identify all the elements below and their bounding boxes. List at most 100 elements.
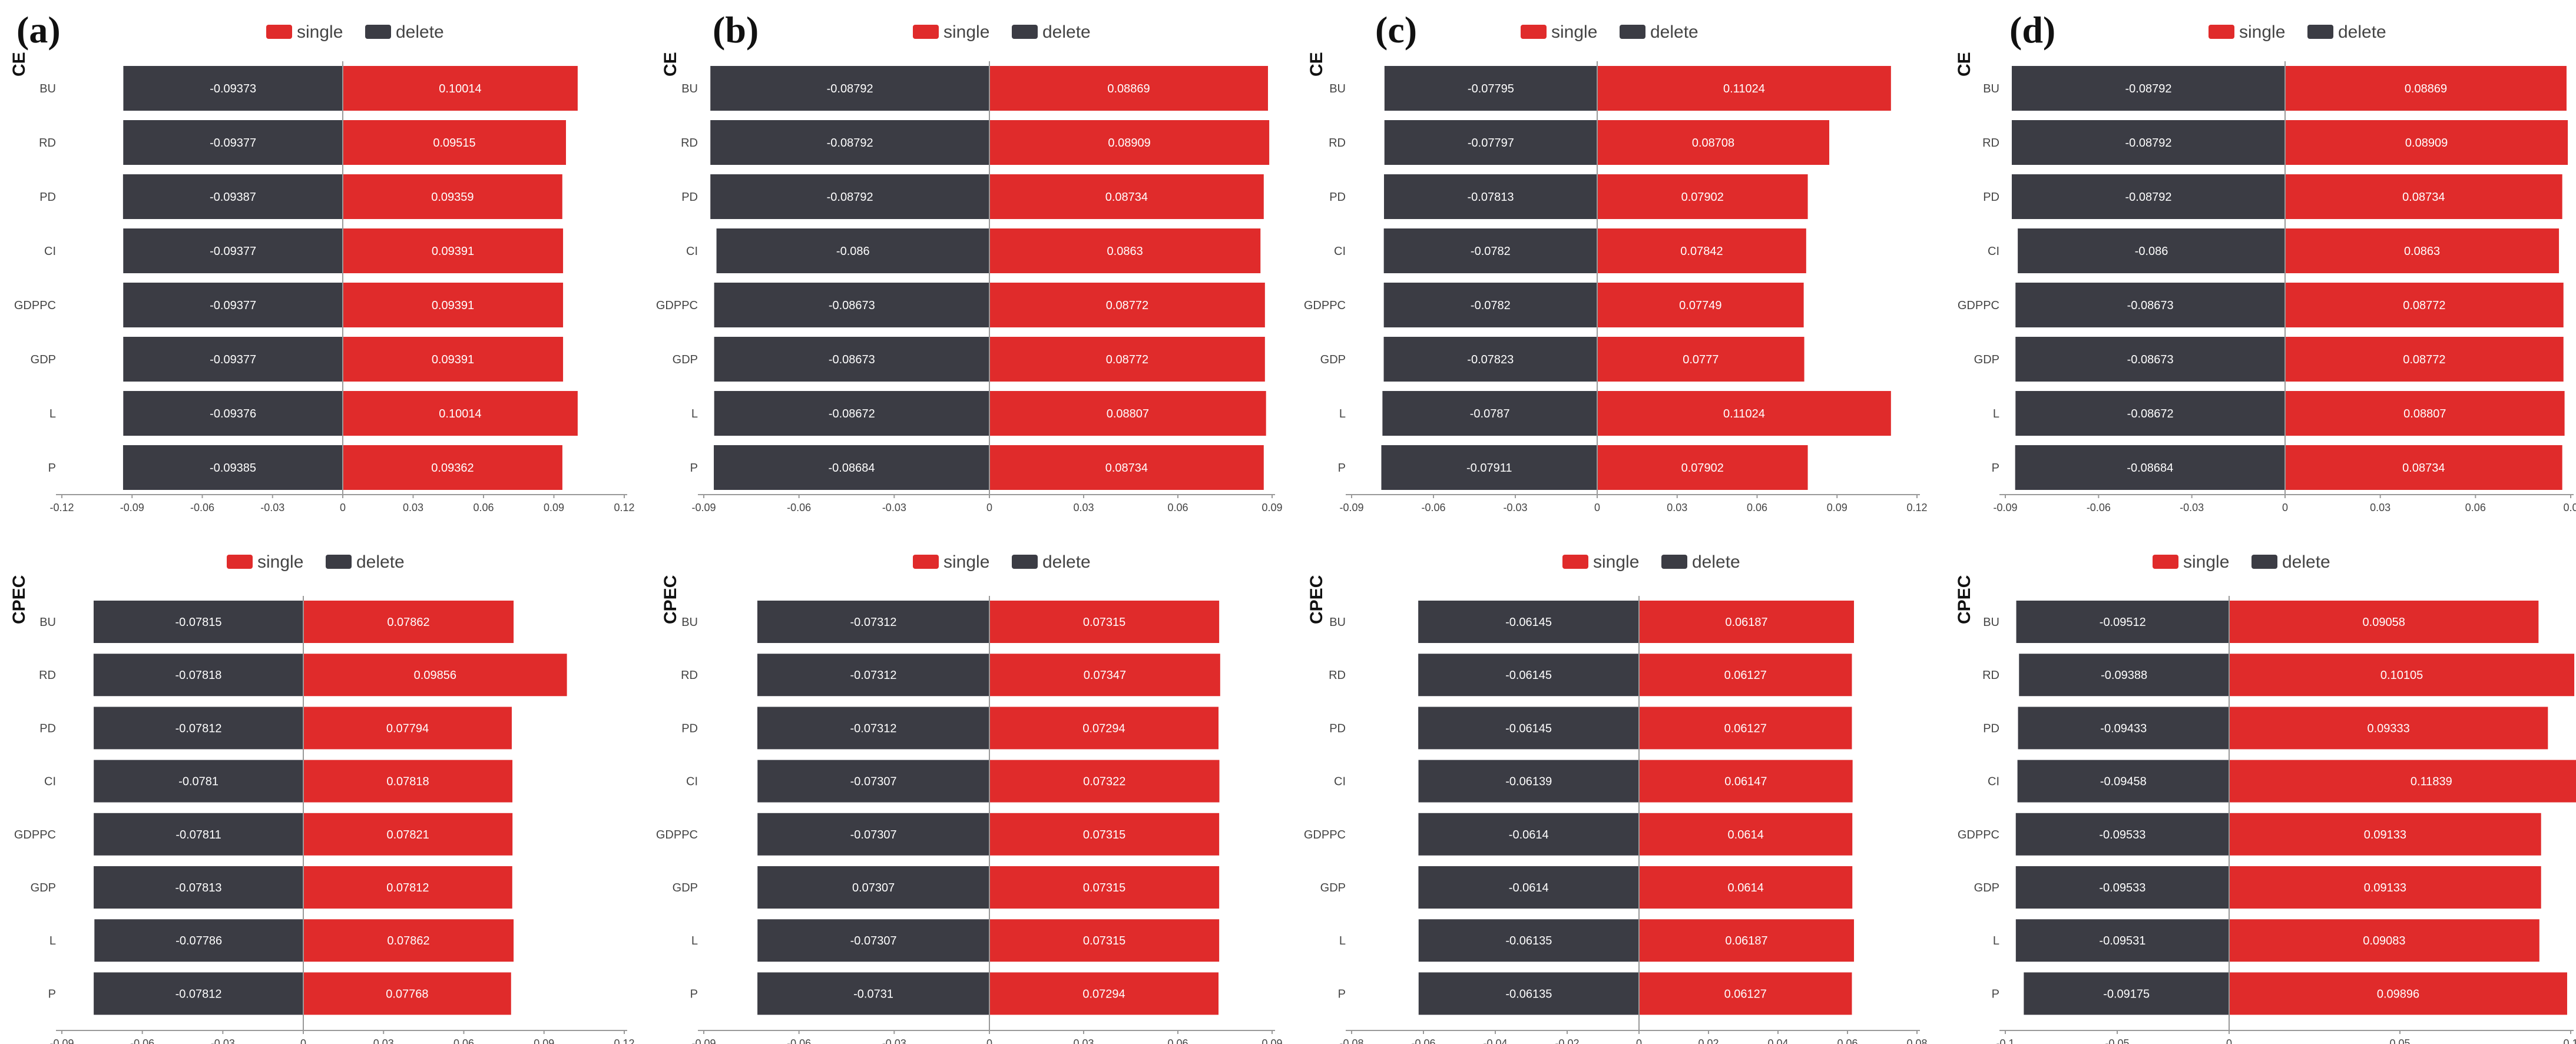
bar-label-delete: -0.07818 — [175, 669, 221, 682]
bar-delete — [714, 283, 989, 327]
bar-label-single: 0.07294 — [1082, 987, 1125, 1000]
x-tick-label: -0.04 — [1483, 1038, 1507, 1044]
legend-swatch-delete — [1620, 25, 1645, 39]
bar-single — [989, 445, 1264, 490]
bar-delete — [2015, 337, 2285, 382]
bar-delete — [94, 866, 303, 909]
bar-delete — [1382, 391, 1597, 436]
x-tick-label: -0.06 — [787, 1038, 811, 1044]
x-tick-label: 0 — [2226, 1038, 2232, 1044]
bar-label-single: 0.07794 — [386, 722, 429, 735]
bar-label-single: 0.07818 — [386, 775, 429, 788]
bar-label-delete: -0.08684 — [829, 462, 875, 475]
bar-label-delete: -0.09387 — [210, 191, 256, 204]
x-tick-label: -0.09 — [49, 1038, 74, 1044]
bar-label-delete: -0.09385 — [210, 462, 256, 475]
legend-label-delete: delete — [2338, 22, 2386, 42]
chart-title: CE — [9, 52, 29, 77]
row-label: P — [1338, 987, 1346, 1000]
bar-label-single: 0.08734 — [1105, 462, 1148, 475]
legend-label-delete: delete — [1650, 22, 1698, 42]
bar-single — [1597, 228, 1806, 273]
bar-label-delete: -0.0731 — [853, 987, 893, 1000]
bar-delete — [757, 972, 989, 1015]
legend-label-delete: delete — [2282, 552, 2330, 572]
bar-single — [1597, 174, 1808, 219]
row-label: GDPPC — [1958, 299, 1999, 312]
x-tick-label: -0.09 — [120, 502, 144, 513]
bar-label-single: 0.09515 — [433, 137, 475, 150]
row-label: L — [1993, 407, 1999, 420]
bar-delete — [714, 391, 989, 436]
legend-label-single: single — [1551, 22, 1597, 42]
chart-panel-3: (c) CE single delete BU -0.07795 0.11024 RD -0.0… — [1304, 9, 1928, 513]
legend-swatch-single — [913, 25, 939, 39]
row-label: GDP — [673, 881, 698, 894]
bar-single — [303, 601, 514, 643]
bar-delete — [1381, 445, 1597, 490]
bar-label-single: 0.09058 — [2363, 616, 2405, 629]
chart-title: CPEC — [661, 575, 680, 624]
row-label: PD — [1329, 191, 1346, 204]
x-tick-label: 0.03 — [373, 1038, 394, 1044]
bar-single — [989, 66, 1269, 111]
row-label: CI — [686, 775, 698, 788]
row-label: PD — [681, 722, 698, 735]
bar-single — [2285, 228, 2560, 273]
x-tick-label: -0.06 — [787, 502, 811, 513]
row-label: PD — [39, 191, 56, 204]
row-label: BU — [681, 82, 698, 95]
legend-swatch-delete — [2251, 555, 2277, 569]
row-label: BU — [39, 82, 56, 95]
x-tick-label: 0 — [340, 502, 346, 513]
bar-label-single: 0.0777 — [1683, 353, 1719, 366]
bar-delete — [1418, 760, 1639, 803]
bar-delete — [710, 66, 989, 111]
row-label: RD — [39, 669, 56, 682]
x-tick-label: -0.02 — [1555, 1038, 1579, 1044]
row-label: L — [1339, 934, 1346, 947]
bar-label-single: 0.10105 — [2380, 669, 2423, 682]
panel-label: (a) — [16, 9, 61, 51]
legend-swatch-single — [227, 555, 253, 569]
row-label: RD — [681, 669, 698, 682]
bar-label-delete: -0.07307 — [850, 775, 897, 788]
x-tick-label: 0.08 — [1906, 1038, 1927, 1044]
bar-label-delete: -0.07312 — [850, 616, 896, 629]
row-label: RD — [1982, 669, 1999, 682]
row-label: RD — [1329, 669, 1346, 682]
bar-label-single: 0.08869 — [1107, 82, 1150, 95]
bar-single — [343, 228, 564, 273]
row-label: GDP — [31, 353, 56, 366]
row-label: GDP — [1974, 881, 1999, 894]
bar-label-single: 0.09083 — [2363, 934, 2405, 947]
bar-delete — [123, 66, 343, 111]
row-label: GDP — [1974, 353, 1999, 366]
bar-label-delete: -0.08673 — [2127, 353, 2174, 366]
x-tick-label: 0.06 — [1747, 502, 1767, 513]
bar-delete — [1384, 66, 1597, 111]
bar-label-single: 0.07862 — [387, 616, 429, 629]
bar-delete — [2017, 760, 2229, 803]
bar-label-delete: -0.09458 — [2100, 775, 2147, 788]
bar-label-delete: -0.07312 — [850, 669, 896, 682]
x-tick-label: 0.03 — [2370, 502, 2390, 513]
bar-label-single: 0.07821 — [386, 828, 429, 841]
x-tick-label: -0.1 — [1996, 1038, 2014, 1044]
x-tick-label: 0.09 — [1261, 1038, 1282, 1044]
x-tick-label: 0 — [986, 502, 992, 513]
legend-swatch-single — [913, 555, 939, 569]
row-label: PD — [39, 722, 56, 735]
bar-label-single: 0.08772 — [2403, 299, 2445, 312]
x-tick-label: 0.02 — [1698, 1038, 1719, 1044]
bar-label-delete: -0.07307 — [850, 828, 897, 841]
row-label: GDPPC — [14, 299, 56, 312]
bar-delete — [1418, 654, 1639, 697]
bar-single — [303, 866, 512, 909]
row-label: CI — [1988, 775, 1999, 788]
panel-label: (d) — [2009, 9, 2055, 51]
bar-label-delete: -0.09377 — [210, 353, 256, 366]
x-tick-label: 0.09 — [1827, 502, 1847, 513]
row-label: GDP — [31, 881, 56, 894]
